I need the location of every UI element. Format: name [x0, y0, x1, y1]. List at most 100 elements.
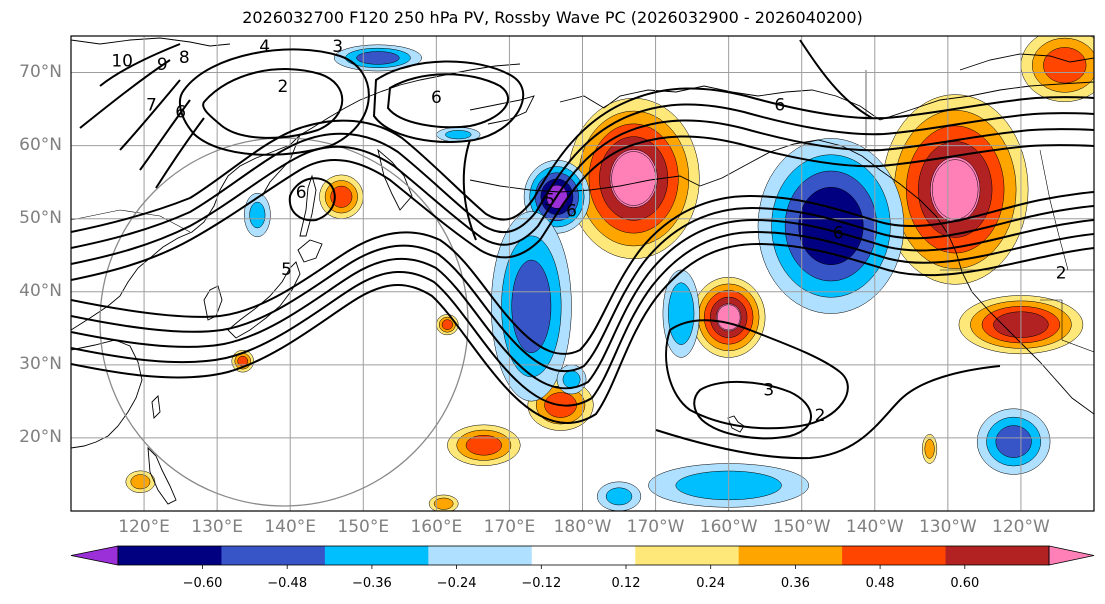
- latitude-label: 70°N: [19, 61, 62, 82]
- negative-pc-anomaly: [333, 44, 422, 72]
- pv-contour-line: [71, 205, 1094, 373]
- pv-contour-line: [99, 43, 181, 87]
- pv-contour-label: 6: [296, 183, 307, 203]
- positive-pc-anomaly: [428, 494, 459, 511]
- coastline-taiwan: [151, 395, 161, 419]
- colorbar-tick-label: 0.60: [950, 576, 980, 591]
- pv-contour-label: 6: [833, 223, 844, 243]
- latitude-label: 60°N: [19, 134, 62, 155]
- positive-pc-anomaly: [125, 470, 156, 493]
- longitude-label: 140°W: [845, 517, 904, 537]
- coastline-hokkaido: [297, 239, 323, 263]
- anomaly-level: [441, 319, 453, 330]
- pv-contour-label: 3: [763, 380, 774, 400]
- pv-contour-line: [71, 119, 1094, 265]
- pv-contour-label: 7: [146, 95, 157, 115]
- coastline-china: [71, 339, 143, 449]
- longitude-label: 150°E: [337, 517, 390, 537]
- colorbar-under-extension: [70, 545, 119, 566]
- pv-contour-line: [71, 230, 1094, 407]
- positive-pc-anomaly: [567, 97, 700, 260]
- anomaly-level: [433, 497, 454, 510]
- pv-contour-label: 4: [259, 37, 270, 57]
- pv-contour-line: [665, 319, 849, 430]
- pv-contour-line: [71, 103, 1094, 249]
- anomaly-level: [130, 474, 151, 490]
- colorbar-segment: [118, 546, 222, 565]
- coastline-chukotka: [469, 95, 535, 125]
- pv-contour-label: 2: [815, 406, 826, 426]
- pv-contour-label: 2: [277, 77, 288, 97]
- pv-contours: [71, 39, 1094, 460]
- anomaly-level: [667, 282, 695, 345]
- colorbar-segment: [324, 546, 429, 565]
- positive-pc-anomaly: [1020, 36, 1094, 102]
- pc-anomaly-shading: [125, 36, 1094, 511]
- positive-pc-anomaly: [881, 94, 1029, 285]
- anomaly-level: [511, 259, 552, 353]
- pv-contour-line: [178, 48, 370, 156]
- pv-contour-line: [655, 365, 1001, 460]
- longitude-label: 140°E: [264, 517, 317, 537]
- pv-contour-label: 3: [332, 37, 343, 57]
- pv-contour-line: [139, 99, 191, 171]
- longitude-label: 130°W: [918, 517, 977, 537]
- longitude-label: 180°W: [553, 517, 612, 537]
- longitude-label: 160°W: [699, 517, 758, 537]
- pv-contour-line: [71, 218, 1094, 390]
- colorbar-tick-label: −0.12: [521, 576, 562, 591]
- pv-contour-line: [799, 39, 873, 119]
- colorbar-segment: [531, 546, 636, 565]
- coastline-aleutians: [469, 175, 701, 193]
- colorbar-tick-label: −0.60: [182, 576, 223, 591]
- colorbar-segment: [221, 546, 326, 565]
- anomaly-level: [249, 201, 266, 229]
- colorbar-tick-label: −0.48: [267, 576, 308, 591]
- longitude-label: 150°W: [772, 517, 831, 537]
- pv-contour-line: [71, 242, 1094, 425]
- pv-contour-line: [386, 73, 510, 129]
- pv-contour-line: [155, 117, 205, 189]
- great-circle-reference: [99, 137, 469, 507]
- coastline-arctic-islands: [959, 53, 1094, 71]
- colorbar-segment: [945, 546, 1050, 565]
- negative-pc-anomaly: [243, 192, 271, 238]
- pv-contour-line: [288, 177, 336, 222]
- colorbar-frame: [117, 545, 1050, 566]
- longitude-label: 170°E: [483, 517, 536, 537]
- pv-contour-label: 10: [111, 52, 133, 72]
- pv-contour-label: 5: [281, 260, 292, 280]
- coastline-canada-north: [879, 81, 1094, 121]
- anomaly-level: [605, 487, 633, 506]
- longitude-label: 170°W: [626, 517, 685, 537]
- coastline-korea: [203, 285, 223, 321]
- pv-contour-line: [372, 60, 525, 143]
- pv-contour-label: 9: [157, 55, 168, 75]
- longitude-label: 130°E: [191, 517, 243, 537]
- colorbar-segment: [428, 546, 533, 565]
- border-mongolia: [71, 209, 191, 233]
- negative-pc-anomaly: [757, 138, 905, 314]
- pv-contour-line: [79, 59, 171, 129]
- pv-contour-label: 8: [179, 48, 190, 68]
- anomaly-level: [931, 159, 979, 220]
- longitude-label: 160°E: [410, 517, 463, 537]
- coastline-sakhalin: [299, 174, 317, 237]
- negative-pc-anomaly: [596, 481, 642, 511]
- pv-contour-label: 6: [431, 88, 442, 108]
- anomaly-level: [995, 425, 1032, 458]
- colorbar: [70, 545, 1095, 569]
- map-frame: [70, 35, 1095, 512]
- positive-pc-anomaly: [436, 314, 459, 336]
- coastline-kamchatka: [377, 148, 413, 211]
- coastline-siberia-north: [71, 37, 231, 47]
- positive-pc-anomaly: [958, 295, 1084, 355]
- latitude-label: 40°N: [19, 280, 62, 301]
- colorbar-tick-label: 0.36: [780, 576, 810, 591]
- pv-contour-label: 5: [544, 190, 555, 210]
- pv-contour-label: 6: [566, 201, 577, 221]
- coastline-okhotsk: [261, 134, 301, 197]
- colorbar-tick-label: −0.36: [351, 576, 392, 591]
- negative-pc-anomaly: [490, 211, 572, 402]
